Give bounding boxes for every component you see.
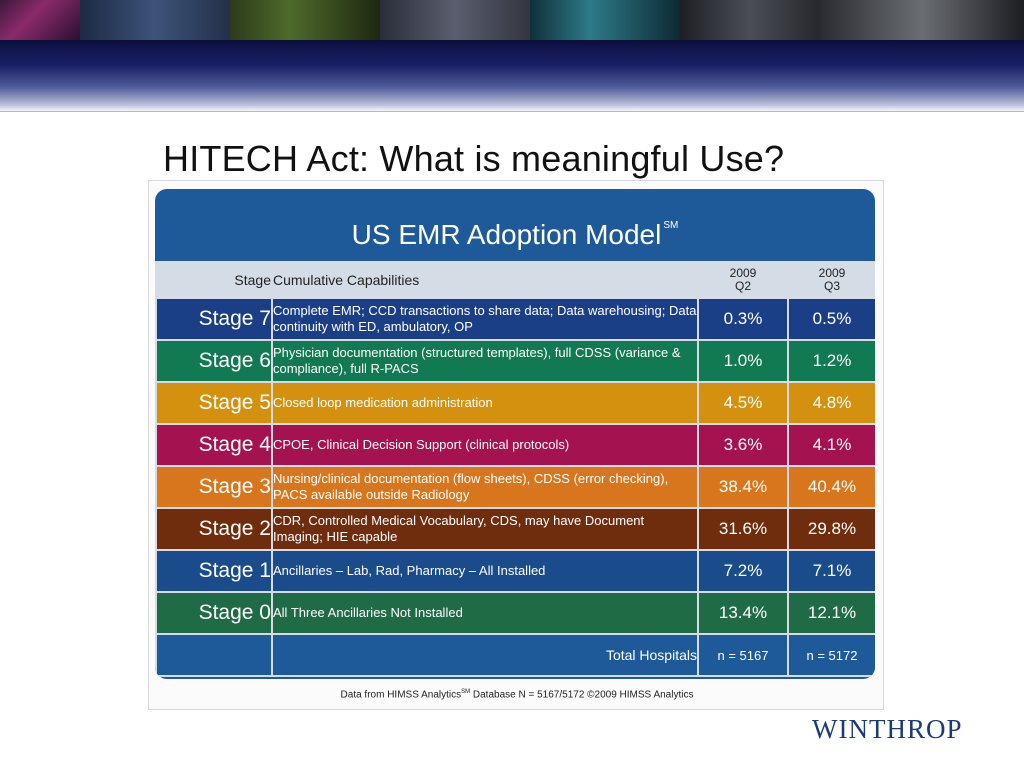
header-year: 2009 [818,266,846,280]
capabilities-cell: CDR, Controlled Medical Vocabulary, CDS,… [271,507,699,551]
header-quarter: Q2 [734,279,751,293]
header-banner [0,0,1024,112]
stage-cell: Stage 2 [155,507,273,551]
header-photo [680,0,820,40]
stage-cell: Stage 1 [155,549,273,593]
stage-cell: Stage 7 [155,297,273,341]
header-photo-strip [0,0,1024,40]
q3-value-cell: 0.5% [787,297,875,341]
header-photo [230,0,380,40]
header-photo [80,0,230,40]
service-mark: SM [663,220,679,231]
header-year: 2009 [729,266,757,280]
q3-value-cell: 1.2% [787,339,875,383]
stage-cell: Stage 3 [155,465,273,509]
total-q2: n = 5167 [697,633,789,677]
header-2009-q2: 2009 Q2 [697,261,789,299]
stage-cell: Stage 4 [155,423,273,467]
model-title-text: US EMR Adoption Model [351,219,662,250]
total-blank-cell [155,633,273,677]
header-photo [820,0,1024,40]
q2-value-cell: 3.6% [697,423,789,467]
table-row: Stage 0 All Three Ancillaries Not Instal… [155,591,875,635]
q3-value-cell: 4.1% [787,423,875,467]
header-divider [0,111,1024,112]
capabilities-cell: Closed loop medication administration [271,381,699,425]
q3-value-cell: 29.8% [787,507,875,551]
caption-details: Database N = 5167/5172 ©2009 HIMSS Analy… [470,689,694,701]
q2-value-cell: 4.5% [697,381,789,425]
q2-value-cell: 13.4% [697,591,789,635]
header-quarter: Q3 [823,279,840,293]
capabilities-cell: Physician documentation (structured temp… [271,339,699,383]
total-row: Total Hospitals n = 5167 n = 5172 [155,633,875,677]
table-row: Stage 6 Physician documentation (structu… [155,339,875,383]
header-gradient [0,40,1024,112]
caption-source: Data from HIMSS Analytics [340,689,462,701]
table-row: Stage 5 Closed loop medication administr… [155,381,875,425]
capabilities-cell: Complete EMR; CCD transactions to share … [271,297,699,341]
emr-model-panel: US EMR Adoption Model SM Stage Cumulative… [155,189,875,679]
emr-adoption-table: Stage Cumulative Capabilities 2009 Q2 200… [155,261,875,677]
stage-cell: Stage 0 [155,591,273,635]
header-photo [0,0,80,40]
q3-value-cell: 7.1% [787,549,875,593]
q2-value-cell: 7.2% [697,549,789,593]
header-photo [530,0,680,40]
winthrop-logo: WINTHROP [812,714,963,744]
model-title: US EMR Adoption Model SM [155,189,875,261]
q2-value-cell: 31.6% [697,507,789,551]
q3-value-cell: 12.1% [787,591,875,635]
capabilities-cell: Ancillaries – Lab, Rad, Pharmacy – All I… [271,549,699,593]
header-capabilities: Cumulative Capabilities [271,261,699,299]
header-2009-q3: 2009 Q3 [787,261,875,299]
total-label: Total Hospitals [271,633,699,677]
q2-value-cell: 0.3% [697,297,789,341]
q2-value-cell: 38.4% [697,465,789,509]
header-stage: Stage [155,261,273,299]
total-q3: n = 5172 [787,633,875,677]
emr-adoption-figure: US EMR Adoption Model SM Stage Cumulative… [148,180,884,710]
capabilities-cell: CPOE, Clinical Decision Support (clinica… [271,423,699,467]
slide-title: HITECH Act: What is meaningful Use? [163,138,785,179]
table-row: Stage 2 CDR, Controlled Medical Vocabula… [155,507,875,551]
capabilities-cell: All Three Ancillaries Not Installed [271,591,699,635]
q2-value-cell: 1.0% [697,339,789,383]
stage-cell: Stage 6 [155,339,273,383]
table-row: Stage 4 CPOE, Clinical Decision Support … [155,423,875,467]
header-photo [380,0,530,40]
q3-value-cell: 4.8% [787,381,875,425]
table-body: Stage 7 Complete EMR; CCD transactions t… [155,297,875,677]
capabilities-cell: Nursing/clinical documentation (flow she… [271,465,699,509]
table-row: Stage 7 Complete EMR; CCD transactions t… [155,297,875,341]
stage-cell: Stage 5 [155,381,273,425]
table-row: Stage 1 Ancillaries – Lab, Rad, Pharmacy… [155,549,875,593]
table-row: Stage 3 Nursing/clinical documentation (… [155,465,875,509]
figure-caption: Data from HIMSS AnalyticsSM Database N =… [149,689,885,700]
q3-value-cell: 40.4% [787,465,875,509]
caption-service-mark: SM [461,689,471,695]
table-header-row: Stage Cumulative Capabilities 2009 Q2 200… [155,261,875,299]
